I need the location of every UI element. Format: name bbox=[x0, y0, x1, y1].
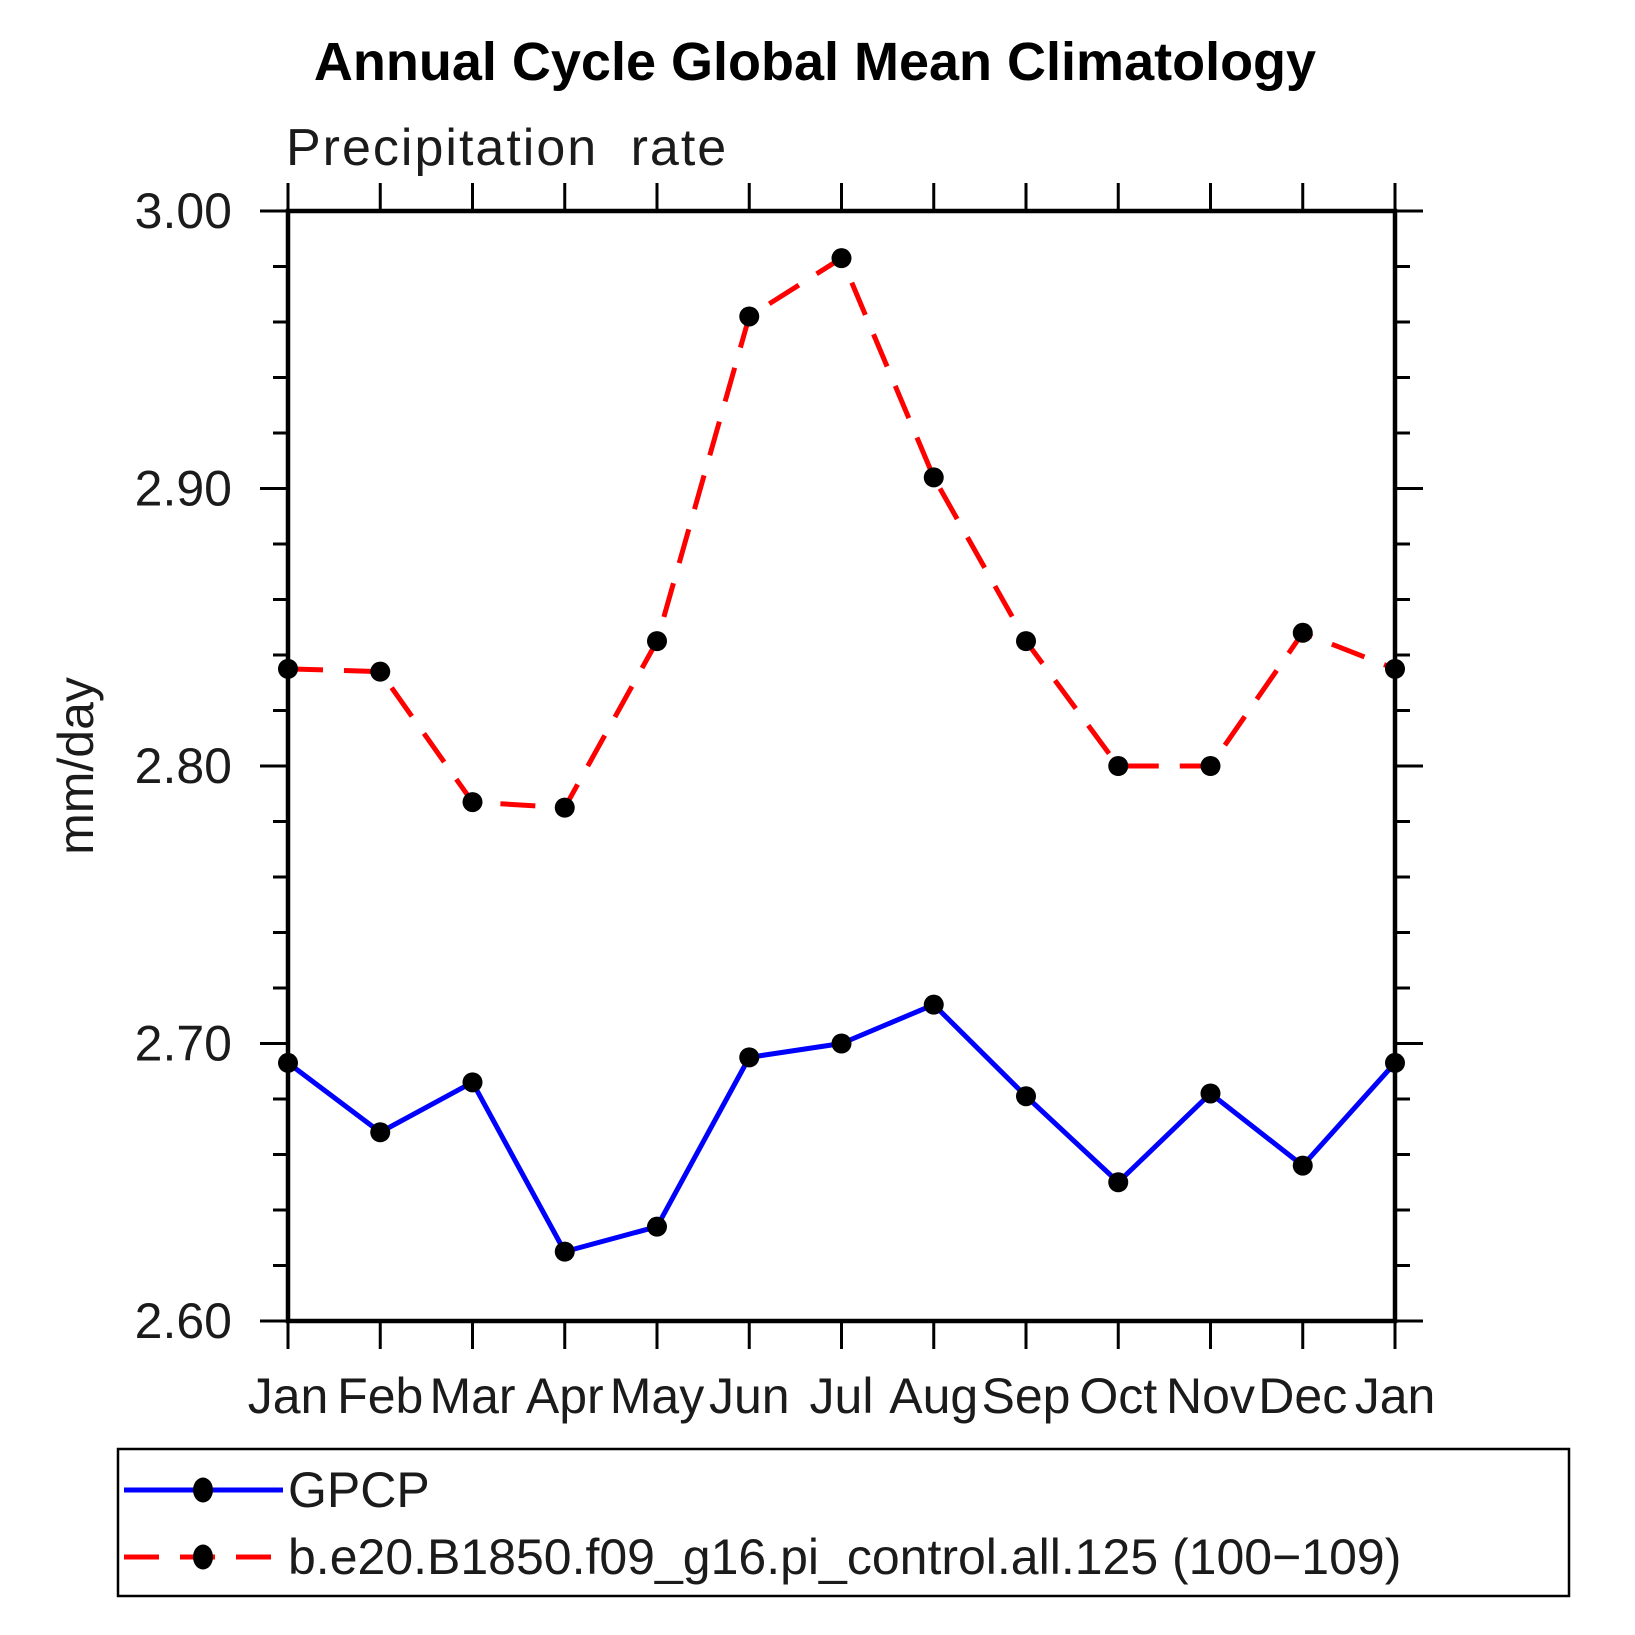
x-axis-ticks bbox=[286, 183, 1397, 1349]
series-marker bbox=[923, 467, 944, 488]
series-markers bbox=[278, 248, 1405, 1262]
series-marker bbox=[923, 994, 944, 1015]
plot-area: 3.002.902.802.702.60 Jan Feb Mar Apr May Jun J… bbox=[135, 183, 1436, 1424]
y-tick-label: 2.60 bbox=[135, 1293, 232, 1349]
legend-label-model: b.e20.B1850.f09_g16.pi_control.all.125 (… bbox=[288, 1529, 1401, 1585]
x-tick-label: Sep bbox=[982, 1368, 1071, 1424]
series-marker bbox=[831, 1033, 852, 1054]
y-tick-label: 3.00 bbox=[135, 183, 232, 239]
series-marker bbox=[1200, 756, 1221, 776]
x-tick-label: Oct bbox=[1079, 1368, 1157, 1424]
series-marker bbox=[278, 1052, 298, 1073]
x-tick-label: Jan bbox=[248, 1368, 329, 1424]
legend: GPCP b.e20.B1850.f09_g16.pi_control.all.… bbox=[116, 1447, 1571, 1598]
legend-box bbox=[116, 1447, 1571, 1598]
series-marker bbox=[462, 792, 483, 813]
series-marker bbox=[1292, 622, 1313, 643]
series-marker bbox=[1108, 756, 1129, 776]
page-title: Annual Cycle Global Mean Climatology bbox=[314, 32, 1316, 92]
y-axis-tick-labels: 3.00 2.90 2.80 2.70 2.60 bbox=[135, 183, 232, 1349]
y-axis-ticks bbox=[260, 209, 1423, 1323]
x-tick-label: Aug bbox=[889, 1368, 978, 1424]
series-marker bbox=[462, 1072, 483, 1093]
series-marker bbox=[1108, 1172, 1129, 1193]
x-tick-label: May bbox=[610, 1368, 704, 1424]
series-marker bbox=[1292, 1155, 1313, 1176]
series-marker bbox=[278, 658, 298, 679]
y-axis-label: mm/day bbox=[48, 677, 104, 855]
y-tick-label: 2.90 bbox=[135, 461, 232, 517]
legend-marker-icon bbox=[193, 1544, 213, 1570]
series-marker bbox=[1016, 1086, 1036, 1107]
series-marker bbox=[370, 661, 391, 682]
series-marker bbox=[647, 1216, 667, 1237]
series-marker bbox=[739, 306, 760, 327]
series-marker bbox=[831, 248, 852, 269]
x-tick-label: Apr bbox=[526, 1368, 604, 1424]
x-tick-label: Mar bbox=[429, 1368, 515, 1424]
series-lines bbox=[286, 255, 1397, 1255]
x-tick-label: Jun bbox=[709, 1368, 790, 1424]
series-marker bbox=[1016, 631, 1036, 652]
y-tick-label: 2.80 bbox=[135, 738, 232, 794]
series-marker bbox=[554, 797, 575, 818]
legend-swatches bbox=[124, 1477, 283, 1570]
series-marker bbox=[739, 1047, 760, 1068]
x-tick-label: Jan bbox=[1355, 1368, 1436, 1424]
series-line-model bbox=[287, 255, 1396, 811]
series-marker bbox=[1385, 658, 1405, 679]
chart-subtitle: Precipitation rate bbox=[286, 119, 728, 177]
plot-frame bbox=[285, 208, 1398, 1324]
legend-marker-icon bbox=[193, 1477, 213, 1503]
y-tick-label: 2.70 bbox=[135, 1016, 232, 1072]
x-tick-label: Nov bbox=[1166, 1368, 1255, 1424]
x-axis-tick-labels: Jan Feb Mar Apr May Jun Jul Aug Sep Oct Nov Dec Jan bbox=[248, 1368, 1436, 1424]
series-marker bbox=[1200, 1083, 1221, 1104]
x-tick-label: Jul bbox=[810, 1368, 874, 1424]
series-marker bbox=[1385, 1052, 1405, 1073]
series-marker bbox=[554, 1241, 575, 1262]
legend-label-gpcp: GPCP bbox=[288, 1462, 430, 1518]
x-tick-label: Dec bbox=[1258, 1368, 1347, 1424]
series-marker bbox=[370, 1122, 391, 1143]
series-marker bbox=[647, 631, 667, 652]
x-tick-label: Feb bbox=[337, 1368, 423, 1424]
